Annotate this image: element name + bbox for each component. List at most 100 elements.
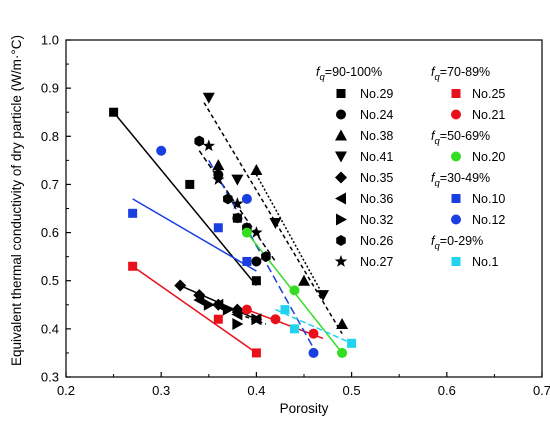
data-point (289, 285, 300, 296)
legend-group-header: fq=50-69% (431, 129, 490, 147)
axes-layer: 0.2 0.3 0.4 0.5 0.6 0.70.30.40.50.60.70.80.91… (9, 33, 550, 417)
legend-entry: No.38 (335, 129, 393, 143)
markers-layer (109, 92, 357, 358)
legend-label: No.32 (360, 213, 393, 227)
legend-entry: No.21 (451, 108, 505, 122)
data-point (174, 279, 187, 292)
legend-entry: No.36 (335, 192, 393, 206)
fit-line-12 (275, 308, 352, 344)
data-point (231, 308, 243, 321)
data-point (298, 274, 310, 286)
legend-marker (335, 192, 346, 205)
series-no10 (128, 208, 252, 266)
data-point (251, 256, 262, 267)
legend-marker (336, 109, 346, 120)
series-no26 (194, 135, 271, 263)
data-point (231, 174, 244, 186)
data-point (231, 197, 244, 209)
legend-entry: No.26 (336, 234, 393, 248)
legend-label: No.35 (360, 171, 393, 185)
data-point (261, 251, 271, 263)
series-no41 (202, 92, 330, 302)
y-tick-label: 0.8 (41, 129, 59, 144)
series-no38 (212, 159, 349, 330)
legend-marker (335, 129, 347, 141)
data-point (194, 135, 205, 147)
legend-group-header: fq=90-100% (316, 65, 382, 83)
data-point (270, 314, 281, 325)
data-point (212, 173, 225, 185)
fit-line-5 (255, 174, 324, 296)
legend-entry: No.24 (336, 108, 393, 122)
x-tick-label: 0.4 (247, 383, 265, 398)
legend-entry: No.1 (451, 255, 498, 269)
legend-entry: No.12 (451, 213, 505, 227)
series-no27 (202, 139, 263, 238)
data-point (251, 313, 263, 326)
data-point (337, 347, 348, 358)
fit-line-1 (113, 111, 257, 287)
data-point (202, 92, 215, 104)
legend: fq=90-100% No.29 No.24 No.38 No.41 No.35 No.36… (316, 65, 505, 269)
data-point (269, 217, 282, 229)
legend-group-header: fq=0-29% (431, 234, 483, 252)
data-point (212, 159, 225, 171)
data-point (308, 347, 319, 358)
data-point (317, 290, 330, 302)
legend-entry: No.29 (336, 87, 393, 101)
series-no12 (156, 145, 319, 358)
y-tick-label: 0.6 (41, 225, 59, 240)
data-point (222, 303, 234, 316)
x-tick-label: 0.7 (533, 383, 550, 398)
legend-entry: No.25 (451, 87, 505, 101)
legend-marker (451, 151, 461, 162)
x-tick-label: 0.2 (57, 383, 75, 398)
y-tick-label: 0.4 (41, 321, 59, 336)
series-no1 (280, 305, 357, 348)
legend-label: No.24 (360, 108, 393, 122)
data-point (250, 163, 263, 175)
legend-label: No.25 (472, 87, 505, 101)
series-no25 (128, 261, 261, 358)
data-point (241, 304, 252, 315)
y-axis-label: Equivalent thermal conductivity of dry p… (9, 35, 24, 366)
legend-label: No.21 (472, 108, 505, 122)
data-point (251, 348, 261, 358)
series-no32 (203, 298, 263, 331)
legend-marker (336, 213, 347, 226)
x-axis-label: Porosity (280, 401, 329, 416)
data-point (232, 213, 243, 224)
data-point (280, 305, 290, 315)
data-point (193, 293, 205, 306)
data-point (308, 328, 319, 339)
legend-marker (335, 171, 347, 184)
fit-line-7 (132, 265, 257, 354)
y-tick-label: 1.0 (41, 33, 59, 48)
legend-entry: No.10 (451, 192, 505, 206)
data-point (242, 256, 252, 266)
data-point (250, 226, 263, 238)
legend-label: No.29 (360, 87, 393, 101)
legend-label: No.20 (472, 150, 505, 164)
data-point (128, 261, 138, 271)
x-tick-label: 0.6 (438, 383, 456, 398)
y-tick-label: 0.9 (41, 81, 59, 96)
x-tick-label: 0.3 (152, 383, 170, 398)
legend-marker (336, 89, 346, 98)
legend-group-header: fq=30-49% (431, 171, 490, 189)
legend-label: No.41 (360, 150, 393, 164)
legend-label: No.38 (360, 129, 393, 143)
legend-label: No.27 (360, 255, 393, 269)
data-point (128, 208, 138, 218)
y-tick-label: 0.3 (41, 370, 59, 385)
legend-entry: No.27 (334, 255, 393, 269)
legend-marker (451, 194, 461, 203)
legend-marker (334, 255, 348, 267)
data-point (241, 227, 252, 238)
data-point (213, 314, 223, 324)
data-point (223, 193, 233, 205)
legend-label: No.10 (472, 192, 505, 206)
legend-marker (336, 235, 346, 246)
series-no20 (241, 227, 348, 358)
